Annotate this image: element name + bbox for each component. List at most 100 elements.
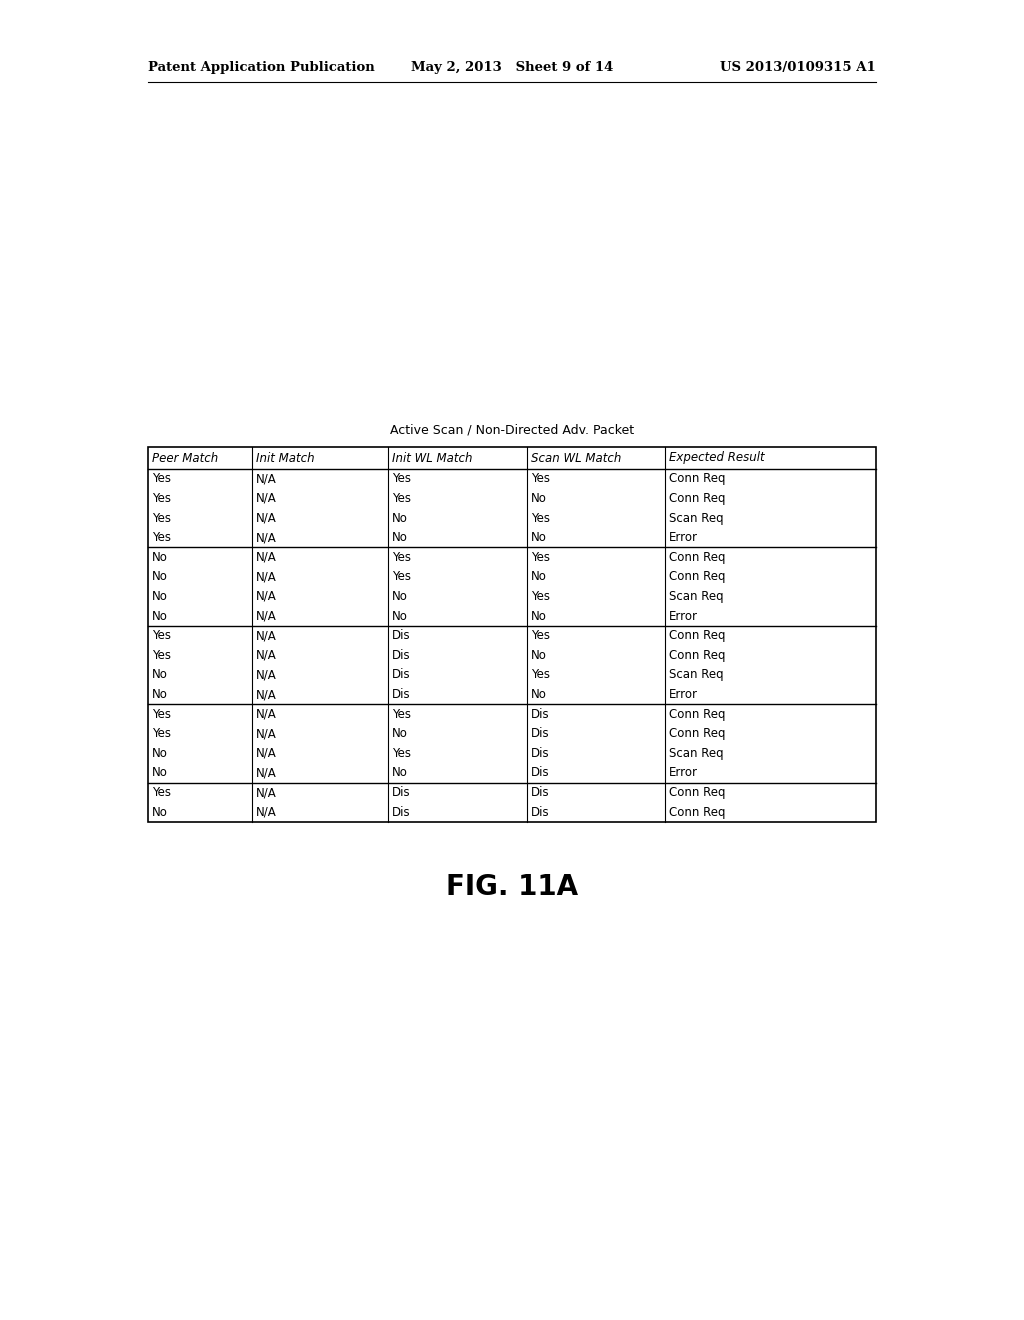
Text: No: No	[531, 570, 547, 583]
Text: No: No	[531, 688, 547, 701]
Text: No: No	[531, 531, 547, 544]
Text: No: No	[531, 610, 547, 623]
Text: N/A: N/A	[256, 570, 276, 583]
Text: Active Scan / Non-Directed Adv. Packet: Active Scan / Non-Directed Adv. Packet	[390, 424, 634, 437]
Text: N/A: N/A	[256, 727, 276, 741]
Text: N/A: N/A	[256, 649, 276, 661]
Text: No: No	[392, 590, 408, 603]
Text: Yes: Yes	[392, 570, 411, 583]
Text: Yes: Yes	[531, 473, 550, 486]
Text: Yes: Yes	[152, 531, 171, 544]
Text: Yes: Yes	[152, 630, 171, 643]
Text: Error: Error	[669, 610, 698, 623]
Bar	[148, 447, 876, 822]
Text: Yes: Yes	[152, 512, 171, 524]
Text: Yes: Yes	[392, 473, 411, 486]
Text: N/A: N/A	[256, 473, 276, 486]
Text: No: No	[152, 688, 168, 701]
Text: Dis: Dis	[392, 649, 411, 661]
Text: Init WL Match: Init WL Match	[392, 451, 472, 465]
Text: FIG. 11A: FIG. 11A	[445, 873, 579, 902]
Text: Conn Req: Conn Req	[669, 473, 725, 486]
Text: Conn Req: Conn Req	[669, 630, 725, 643]
Text: No: No	[152, 590, 168, 603]
Text: No: No	[392, 512, 408, 524]
Text: Dis: Dis	[531, 708, 550, 721]
Text: N/A: N/A	[256, 767, 276, 780]
Text: No: No	[152, 805, 168, 818]
Text: Yes: Yes	[531, 630, 550, 643]
Text: Yes: Yes	[531, 668, 550, 681]
Text: Conn Req: Conn Req	[669, 727, 725, 741]
Text: No: No	[531, 649, 547, 661]
Text: Yes: Yes	[392, 492, 411, 506]
Text: Scan Req: Scan Req	[669, 512, 724, 524]
Text: Yes: Yes	[531, 550, 550, 564]
Text: Conn Req: Conn Req	[669, 492, 725, 506]
Text: Scan Req: Scan Req	[669, 668, 724, 681]
Text: Yes: Yes	[152, 492, 171, 506]
Text: Dis: Dis	[392, 668, 411, 681]
Text: Dis: Dis	[392, 787, 411, 799]
Text: Conn Req: Conn Req	[669, 805, 725, 818]
Text: Peer Match: Peer Match	[152, 451, 218, 465]
Text: Dis: Dis	[531, 727, 550, 741]
Text: No: No	[152, 610, 168, 623]
Text: No: No	[392, 531, 408, 544]
Text: No: No	[152, 550, 168, 564]
Text: N/A: N/A	[256, 610, 276, 623]
Text: No: No	[152, 767, 168, 780]
Text: Conn Req: Conn Req	[669, 649, 725, 661]
Text: N/A: N/A	[256, 512, 276, 524]
Text: Expected Result: Expected Result	[669, 451, 765, 465]
Text: Patent Application Publication: Patent Application Publication	[148, 62, 375, 74]
Text: Dis: Dis	[392, 630, 411, 643]
Text: Error: Error	[669, 688, 698, 701]
Text: N/A: N/A	[256, 688, 276, 701]
Text: Conn Req: Conn Req	[669, 787, 725, 799]
Text: Yes: Yes	[152, 787, 171, 799]
Text: N/A: N/A	[256, 550, 276, 564]
Text: No: No	[152, 747, 168, 760]
Text: Init Match: Init Match	[256, 451, 314, 465]
Text: Dis: Dis	[531, 747, 550, 760]
Text: Yes: Yes	[392, 747, 411, 760]
Text: Yes: Yes	[392, 550, 411, 564]
Text: Yes: Yes	[152, 473, 171, 486]
Text: No: No	[152, 570, 168, 583]
Text: N/A: N/A	[256, 630, 276, 643]
Text: Yes: Yes	[531, 590, 550, 603]
Text: Dis: Dis	[531, 805, 550, 818]
Text: Scan Req: Scan Req	[669, 747, 724, 760]
Text: Dis: Dis	[392, 805, 411, 818]
Text: No: No	[392, 727, 408, 741]
Text: Error: Error	[669, 767, 698, 780]
Text: Yes: Yes	[152, 727, 171, 741]
Text: N/A: N/A	[256, 805, 276, 818]
Text: Dis: Dis	[531, 787, 550, 799]
Text: No: No	[392, 767, 408, 780]
Text: Yes: Yes	[531, 512, 550, 524]
Text: Conn Req: Conn Req	[669, 550, 725, 564]
Text: N/A: N/A	[256, 787, 276, 799]
Text: N/A: N/A	[256, 531, 276, 544]
Text: Conn Req: Conn Req	[669, 708, 725, 721]
Text: Yes: Yes	[392, 708, 411, 721]
Text: No: No	[392, 610, 408, 623]
Text: May 2, 2013   Sheet 9 of 14: May 2, 2013 Sheet 9 of 14	[411, 62, 613, 74]
Text: US 2013/0109315 A1: US 2013/0109315 A1	[720, 62, 876, 74]
Text: Scan WL Match: Scan WL Match	[531, 451, 622, 465]
Text: Dis: Dis	[531, 767, 550, 780]
Text: N/A: N/A	[256, 747, 276, 760]
Text: N/A: N/A	[256, 492, 276, 506]
Text: N/A: N/A	[256, 590, 276, 603]
Text: N/A: N/A	[256, 708, 276, 721]
Text: Yes: Yes	[152, 649, 171, 661]
Text: No: No	[152, 668, 168, 681]
Text: N/A: N/A	[256, 668, 276, 681]
Text: Dis: Dis	[392, 688, 411, 701]
Text: Yes: Yes	[152, 708, 171, 721]
Text: No: No	[531, 492, 547, 506]
Text: Scan Req: Scan Req	[669, 590, 724, 603]
Text: Error: Error	[669, 531, 698, 544]
